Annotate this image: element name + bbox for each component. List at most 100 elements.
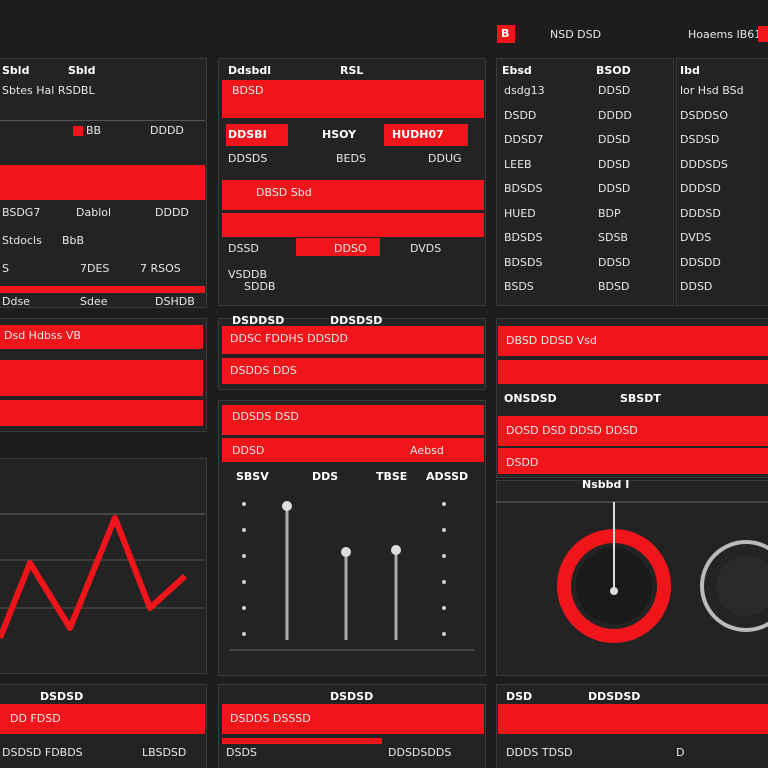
label: DBSD Sbd xyxy=(256,186,312,199)
label: DSDSD FDBDS xyxy=(2,746,83,759)
label: Ddse xyxy=(2,295,30,308)
label: DSDDSD xyxy=(232,314,285,327)
badge-bg xyxy=(497,25,515,43)
label: DDSD xyxy=(598,133,631,146)
label: LEEB xyxy=(504,157,532,171)
cell xyxy=(296,238,380,256)
label: VSDDB xyxy=(228,268,267,281)
col-header: RSL xyxy=(340,64,364,77)
col-header: Ddsbdl xyxy=(228,64,272,77)
bar xyxy=(222,405,484,435)
label: Dablol xyxy=(76,206,112,219)
label: BDSDS xyxy=(504,231,543,244)
label: Dsd Hdbss VB xyxy=(4,329,81,342)
label: DSDDS DSSSD xyxy=(230,712,311,725)
label: Sdee xyxy=(80,295,108,308)
bar xyxy=(0,286,205,293)
bar xyxy=(222,738,382,744)
cell xyxy=(384,124,468,146)
header-icon xyxy=(758,26,768,42)
label: BDSD xyxy=(598,280,630,293)
panel xyxy=(496,58,674,306)
label: DVDS xyxy=(410,242,442,255)
label: DDSDS DSD xyxy=(232,410,299,423)
label: DDSD xyxy=(598,157,631,171)
label: LBSDSD xyxy=(142,746,187,759)
bar xyxy=(222,213,484,237)
label: dsdg13 xyxy=(504,84,545,97)
label: DSDSD xyxy=(330,690,374,703)
label: BSDS xyxy=(504,280,534,293)
col-header: Ibd xyxy=(680,64,700,77)
label: DSDD xyxy=(506,456,539,469)
bar xyxy=(498,416,768,446)
label: DVDS xyxy=(680,231,712,244)
label: DSDD xyxy=(504,108,537,122)
label: SDDB xyxy=(244,280,276,293)
label: Sbtes Hal RSDBL xyxy=(2,84,95,97)
panel xyxy=(676,58,768,306)
line xyxy=(0,515,188,640)
header-right: Hoaems IB61 xyxy=(688,28,762,41)
label: DSDSD xyxy=(680,133,720,146)
label: DBSD DDSD Vsd xyxy=(506,334,597,347)
label: DDSD7 xyxy=(504,133,544,146)
label: BEDS xyxy=(336,152,366,165)
label: SBSDT xyxy=(620,392,661,405)
divider xyxy=(0,120,205,121)
label: 7DES xyxy=(80,262,110,275)
label: HSOY xyxy=(322,128,357,141)
label: BDSDS xyxy=(504,182,543,195)
label: DDSDS xyxy=(228,152,268,165)
bar xyxy=(222,80,484,118)
label: DDDSD xyxy=(680,182,721,195)
label: DDSD xyxy=(680,280,713,293)
label: DDDD xyxy=(155,206,189,219)
col-header: Ebsd xyxy=(502,64,532,77)
label: DDUG xyxy=(428,152,462,165)
col-header: BSOD xyxy=(596,64,631,77)
label: BbB xyxy=(62,234,85,247)
label: DSDDSO xyxy=(680,108,729,122)
slider-chart xyxy=(230,501,474,651)
label: DDDD xyxy=(598,108,632,122)
label: DDSO xyxy=(334,242,367,255)
label: DDDSD xyxy=(680,206,721,220)
bar xyxy=(222,358,484,384)
line-chart xyxy=(0,513,205,640)
label: DSHDB xyxy=(155,295,195,308)
label: DDSDSDDS xyxy=(388,746,452,759)
label: DSD xyxy=(506,690,533,703)
label: DDSD xyxy=(598,182,631,195)
bar xyxy=(222,326,484,354)
label: DSDDS DDS xyxy=(230,364,297,377)
bar xyxy=(0,325,203,349)
label: DDSDSD xyxy=(330,314,383,327)
label: BSDG7 xyxy=(2,206,41,219)
bar xyxy=(0,704,205,734)
bar xyxy=(222,704,484,734)
label: D xyxy=(676,746,685,759)
label: DSDSD xyxy=(40,690,84,703)
label: DDSC FDDHS DDSDD xyxy=(230,332,348,345)
cell xyxy=(226,124,288,146)
bar xyxy=(0,360,203,396)
bar xyxy=(222,438,484,462)
label: DOSD DSD DDSD DDSD xyxy=(506,424,638,437)
label: S xyxy=(2,262,9,275)
icon xyxy=(73,126,83,136)
header-label: NSD DSD xyxy=(550,28,602,41)
label: DDSDSD xyxy=(588,690,641,703)
label: DDSDD xyxy=(680,255,721,269)
bar xyxy=(498,704,768,734)
label: DSSD xyxy=(228,242,259,255)
col-header: Sbld xyxy=(68,64,96,77)
label: DSDS xyxy=(226,746,257,759)
label: Nsbbd I xyxy=(582,478,630,491)
bar xyxy=(498,448,768,474)
label: DDDD xyxy=(150,124,184,137)
bar xyxy=(498,326,768,356)
bar xyxy=(0,400,203,426)
label: Aebsd xyxy=(410,444,444,457)
gauges xyxy=(496,501,768,643)
